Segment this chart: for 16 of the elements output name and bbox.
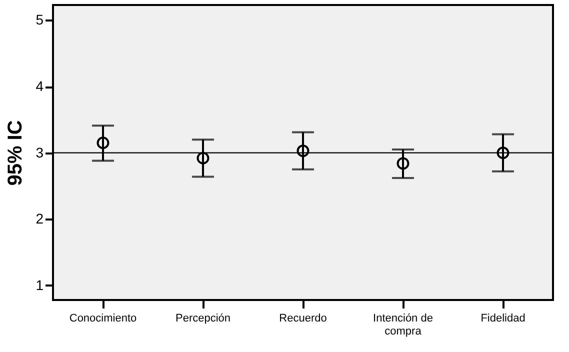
y-axis-title: 95% IC — [4, 120, 27, 186]
point — [96, 136, 110, 150]
y-tick-label: 3 — [36, 144, 44, 160]
y-tick-label: 4 — [36, 78, 44, 94]
x-tick-label: Recuerdo — [279, 312, 327, 324]
point — [296, 144, 310, 158]
point — [196, 152, 210, 164]
x-tick-label: Fidelidad — [480, 312, 526, 324]
x-tick-label: Percepción — [175, 312, 231, 324]
y-tick-label: 2 — [36, 210, 44, 227]
x-tick-label: Intención de compra — [373, 312, 433, 338]
y-tick-label: 5 — [36, 12, 44, 28]
point — [396, 157, 410, 170]
y-tick-label: 1 — [36, 276, 44, 293]
point — [496, 146, 510, 160]
x-tick-label: Conocimiento — [69, 312, 137, 324]
